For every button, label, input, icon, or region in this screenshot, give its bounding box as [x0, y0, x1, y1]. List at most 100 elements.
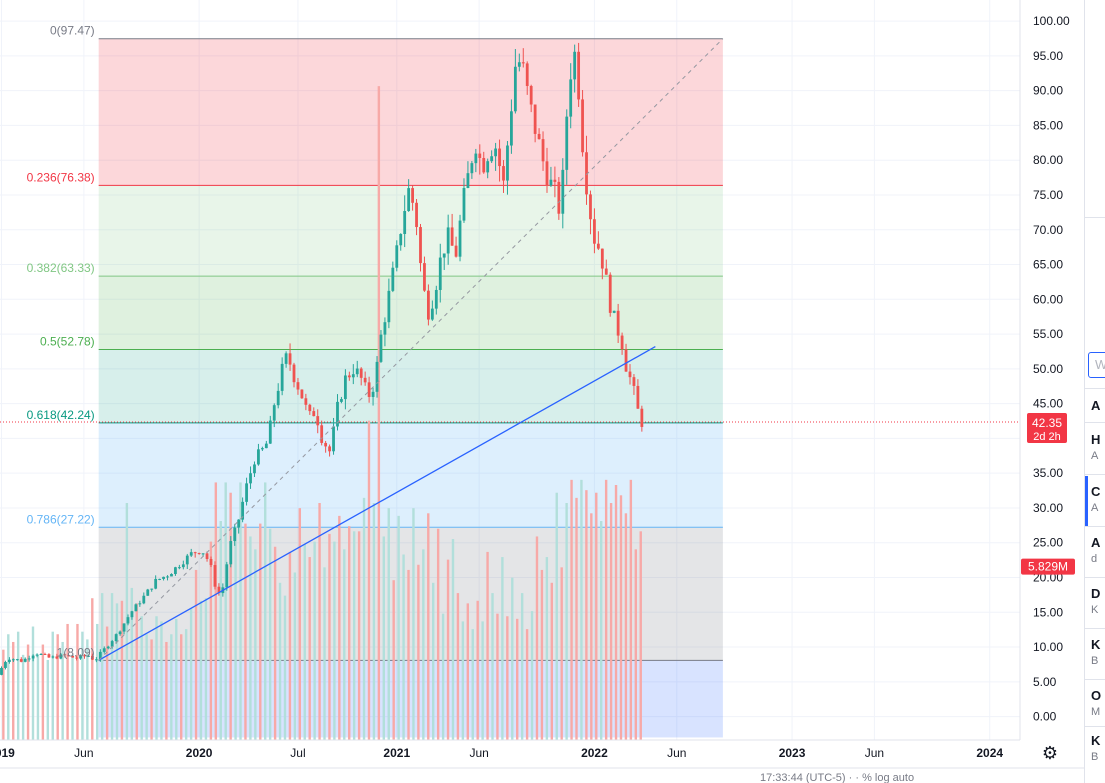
candle-body — [170, 574, 173, 577]
candle-body — [138, 603, 142, 605]
volume-bar — [362, 497, 366, 740]
candle-body — [624, 349, 628, 372]
candle-body — [498, 148, 501, 167]
time-axis-tick-label: 2019 — [0, 746, 15, 760]
time-axis-tick-label: Jun — [865, 746, 884, 760]
volume-bar — [575, 497, 578, 740]
candle-body — [201, 553, 205, 555]
fibonacci-zone — [98, 527, 723, 661]
trend-lines[interactable] — [98, 38, 724, 661]
volume-bar — [580, 479, 583, 740]
watchlist-item-symbol: H — [1091, 432, 1101, 447]
watchlist-search-input[interactable]: W — [1088, 352, 1105, 378]
fibonacci-level-label: 0.786(27.22) — [27, 512, 95, 526]
time-axis-tick-label: Jul — [290, 746, 305, 760]
fibonacci-zone — [98, 422, 723, 528]
candle-body — [553, 179, 557, 182]
candle-body — [174, 567, 177, 575]
watchlist-divider — [1085, 628, 1105, 629]
volume-bar — [456, 593, 460, 740]
price-axis-tick-label: 30.00 — [1033, 501, 1063, 515]
diagonal-dashed-line[interactable] — [98, 38, 724, 661]
candle-body — [529, 85, 533, 105]
candle-body — [126, 617, 130, 624]
volume-bar — [441, 613, 445, 740]
candle-body — [102, 648, 106, 652]
volume-bar — [303, 544, 306, 740]
price-axis-tick-label: 50.00 — [1033, 362, 1063, 376]
volume-bar — [170, 634, 173, 740]
status-bar[interactable]: 17:33:44 (UTC-5) · · % log auto — [760, 772, 1080, 783]
candle-body — [545, 161, 549, 186]
price-axis-tick-label: 95.00 — [1033, 49, 1063, 63]
candle-body — [43, 653, 47, 655]
volume-bar — [328, 533, 331, 740]
candle-body — [217, 586, 221, 594]
candle-body — [427, 290, 430, 320]
candle-body — [533, 104, 537, 134]
gear-icon[interactable]: ⚙ — [1041, 743, 1059, 763]
volume-bar — [560, 567, 563, 740]
candle-body — [15, 659, 19, 661]
volume-bar — [145, 634, 148, 740]
candle-body — [23, 658, 27, 662]
volume-bar — [436, 528, 440, 740]
candle-body — [513, 66, 517, 112]
candle-body — [482, 157, 486, 173]
support-trend-line[interactable] — [98, 346, 656, 661]
candle-body — [237, 519, 241, 528]
candle-body — [209, 559, 213, 566]
watchlist-divider — [1085, 474, 1105, 475]
volume-bar — [367, 420, 371, 740]
watchlist-item-exchange: B — [1091, 751, 1099, 763]
candle-body — [193, 552, 197, 554]
watchlist-divider — [1085, 726, 1105, 727]
candle-body — [371, 391, 375, 397]
candle-body — [118, 631, 122, 635]
volume-bar — [76, 623, 79, 740]
candle-body — [569, 79, 573, 117]
price-axis-tick-label: 15.00 — [1033, 605, 1063, 619]
candle-body — [351, 374, 355, 378]
time-axis-background[interactable] — [0, 740, 1020, 783]
volume-bar — [639, 531, 642, 740]
volume-bar — [516, 618, 519, 740]
volume-bar — [91, 598, 94, 740]
volume-bar — [422, 549, 425, 740]
volume-bar — [520, 593, 524, 740]
price-axis-tick-label: 65.00 — [1033, 258, 1063, 272]
volume-bar — [51, 631, 54, 740]
price-axis-tick-label: 25.00 — [1033, 536, 1063, 550]
candle-body — [359, 368, 363, 378]
candle-body — [616, 310, 620, 336]
candle-body — [442, 253, 446, 258]
volume-bar — [56, 634, 59, 740]
candle-body — [510, 111, 513, 146]
candle-body — [47, 654, 51, 658]
volume-bar — [81, 631, 84, 740]
volume-bar — [619, 495, 623, 740]
volume-bar — [629, 479, 633, 740]
candle-body — [8, 659, 11, 663]
watchlist-item-exchange: B — [1091, 655, 1099, 667]
volume-bar — [264, 482, 267, 740]
volume-bar — [160, 621, 163, 740]
candle-body — [91, 655, 94, 660]
candle-body — [466, 173, 470, 188]
price-axis-background[interactable] — [1020, 0, 1084, 783]
candle-body — [506, 145, 509, 181]
candle-body — [162, 576, 165, 579]
last-price-label: 42.35 — [1032, 416, 1062, 430]
watchlist-item[interactable]: A — [1091, 398, 1105, 413]
candle-body — [541, 139, 545, 162]
volume-bar — [466, 603, 470, 740]
